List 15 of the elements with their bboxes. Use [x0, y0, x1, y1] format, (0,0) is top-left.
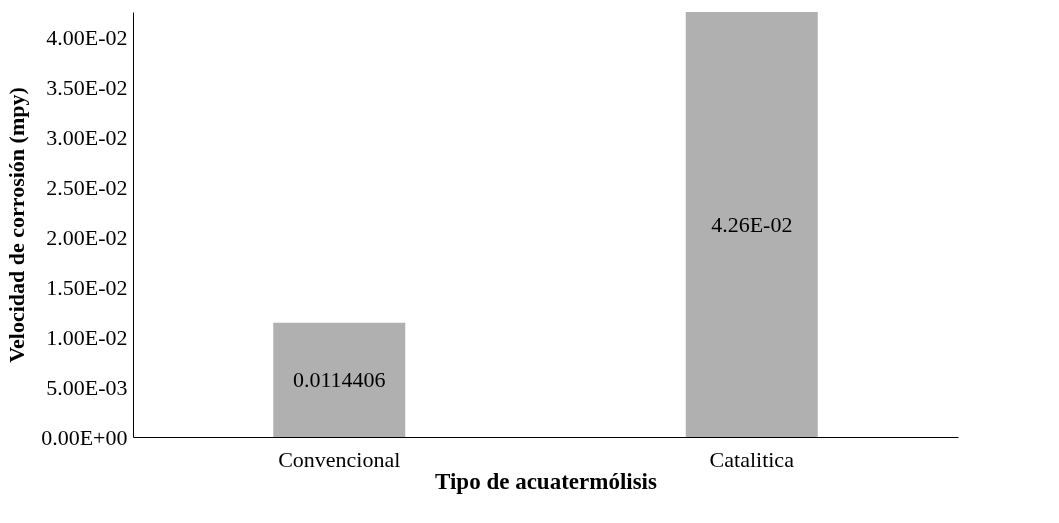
y-tick-label: 4.00E-02 [46, 25, 128, 51]
y-axis-title: Velocidad de corrosión (mpy) [4, 87, 30, 363]
y-tick-label: 3.50E-02 [46, 75, 128, 101]
y-tick-label: 2.00E-02 [46, 224, 128, 250]
y-tick-label: 1.00E-02 [46, 324, 128, 350]
y-tick-label: 1.50E-02 [46, 274, 128, 300]
data-label: 0.0114406 [292, 366, 386, 392]
x-tick-label: Catalitica [709, 446, 795, 472]
y-tick-label: 0.00E+00 [41, 424, 128, 450]
y-tick-label: 5.00E-03 [46, 374, 128, 400]
y-tick-label: 3.00E-02 [46, 125, 128, 151]
x-axis-title: Tipo de acuatermólisis [435, 468, 657, 494]
data-label: 4.26E-02 [711, 211, 793, 237]
x-tick-label: Convencional [278, 446, 401, 472]
y-tick-label: 2.50E-02 [46, 175, 128, 201]
